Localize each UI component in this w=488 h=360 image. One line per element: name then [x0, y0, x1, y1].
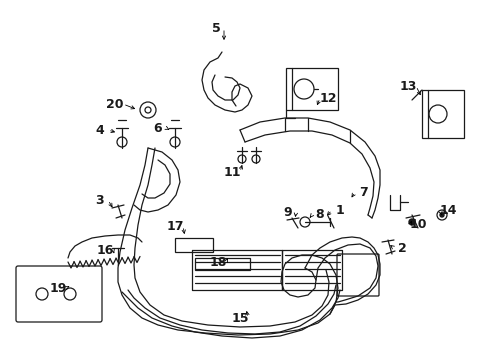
Text: 11: 11	[223, 166, 240, 179]
Text: 12: 12	[319, 91, 336, 104]
Text: 14: 14	[438, 203, 456, 216]
Text: 7: 7	[358, 185, 366, 198]
Text: 17: 17	[166, 220, 183, 233]
Circle shape	[408, 219, 414, 225]
Bar	[175, 238, 213, 252]
Text: 3: 3	[96, 194, 104, 207]
Bar	[195, 258, 249, 270]
Text: 16: 16	[96, 243, 113, 256]
Text: 19: 19	[49, 282, 66, 294]
Bar	[285, 68, 337, 110]
Text: 6: 6	[153, 122, 162, 135]
Text: 18: 18	[209, 256, 226, 269]
Text: 15: 15	[231, 311, 248, 324]
Text: 1: 1	[335, 203, 344, 216]
Bar	[421, 90, 463, 138]
Circle shape	[439, 213, 443, 217]
Text: 2: 2	[397, 242, 406, 255]
Text: 8: 8	[315, 208, 324, 221]
Text: 20: 20	[106, 98, 123, 111]
Text: 9: 9	[283, 206, 292, 219]
Text: 4: 4	[96, 123, 104, 136]
Text: 10: 10	[408, 219, 426, 231]
Text: 5: 5	[211, 22, 220, 35]
Text: 13: 13	[399, 80, 416, 93]
